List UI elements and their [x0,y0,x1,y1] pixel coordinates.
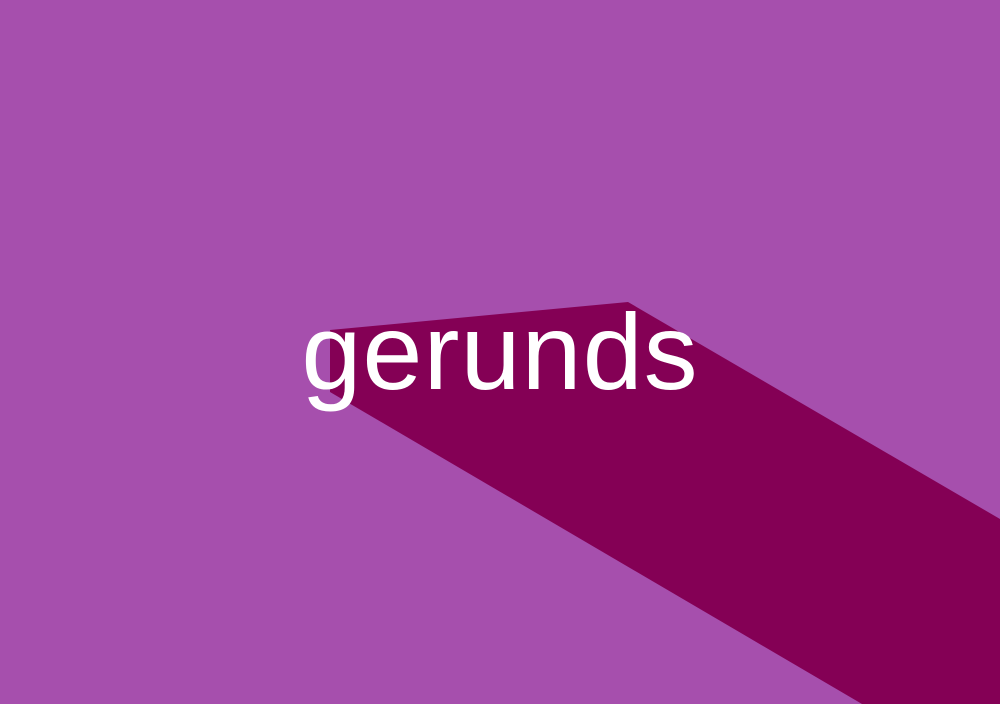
headline-word: gerunds [301,291,699,412]
shadow-polygon [330,302,1000,704]
